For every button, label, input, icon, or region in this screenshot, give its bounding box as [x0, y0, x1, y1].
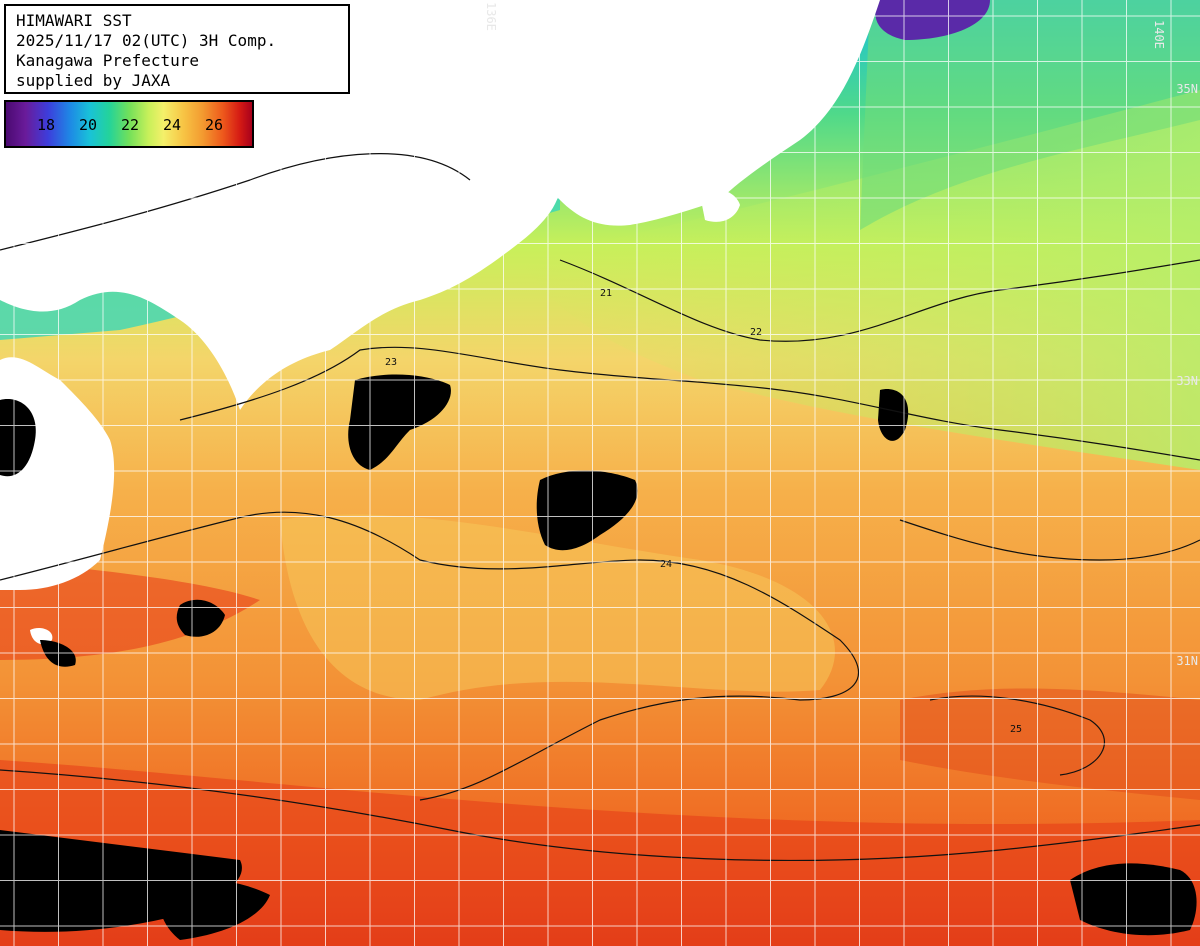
cool-water-ne: [860, 0, 1200, 230]
colorbar-tick: 26: [204, 116, 224, 134]
cloud-patch: [0, 399, 36, 477]
contour-label: 25: [1010, 724, 1022, 735]
map-title: HIMAWARI SST: [16, 11, 132, 30]
cloud-patch: [536, 470, 638, 551]
warm-band-south: [0, 760, 1200, 946]
colorbar-tick: 24: [162, 116, 182, 134]
land-small-island: [30, 628, 53, 645]
cloud-patch: [176, 599, 225, 637]
latitude-label-33n: 33N: [1176, 374, 1198, 388]
cloud-patch: [878, 389, 909, 441]
contour-label: 24: [660, 559, 672, 570]
colorbar-tick: 20: [78, 116, 98, 134]
data-credit: supplied by JAXA: [16, 71, 171, 90]
contour-label: 22: [750, 327, 762, 338]
cloud-patch: [348, 374, 451, 470]
contour-line: [0, 511, 860, 801]
contour-line: [0, 769, 1200, 861]
region-name: Kanagawa Prefecture: [16, 51, 200, 70]
contour-label: 23: [385, 357, 397, 368]
warm-band-west: [0, 560, 260, 660]
contour-label: 21: [600, 288, 612, 299]
longitude-label-136e: 136E: [484, 2, 498, 31]
land-kii-peninsula: [330, 235, 434, 302]
cloud-patch: [1070, 863, 1197, 936]
longitude-label-140e: 140E: [1152, 20, 1166, 49]
colorbar-tick: 18: [36, 116, 56, 134]
contour-line: [179, 346, 1200, 461]
contour-line: [559, 259, 1200, 342]
latitude-label-35n: 35N: [1176, 82, 1198, 96]
contour-labels: 21 22 23 24 25: [385, 288, 1022, 735]
colorbar-tick: 22: [120, 116, 140, 134]
colorbar-labels: 18 20 22 24 26: [6, 102, 252, 146]
contour-line: [929, 695, 1105, 776]
info-box: HIMAWARI SST 2025/11/17 02(UTC) 3H Comp.…: [4, 4, 350, 94]
latitude-label-31n: 31N: [1176, 654, 1198, 668]
cloud-patch: [158, 878, 270, 940]
contour-line: [0, 153, 471, 251]
observation-datetime: 2025/11/17 02(UTC) 3H Comp.: [16, 31, 277, 50]
land-inland-sea-east: [430, 0, 880, 226]
temperature-colorbar: 18 20 22 24 26: [4, 100, 254, 148]
sst-contours: [0, 153, 1200, 861]
